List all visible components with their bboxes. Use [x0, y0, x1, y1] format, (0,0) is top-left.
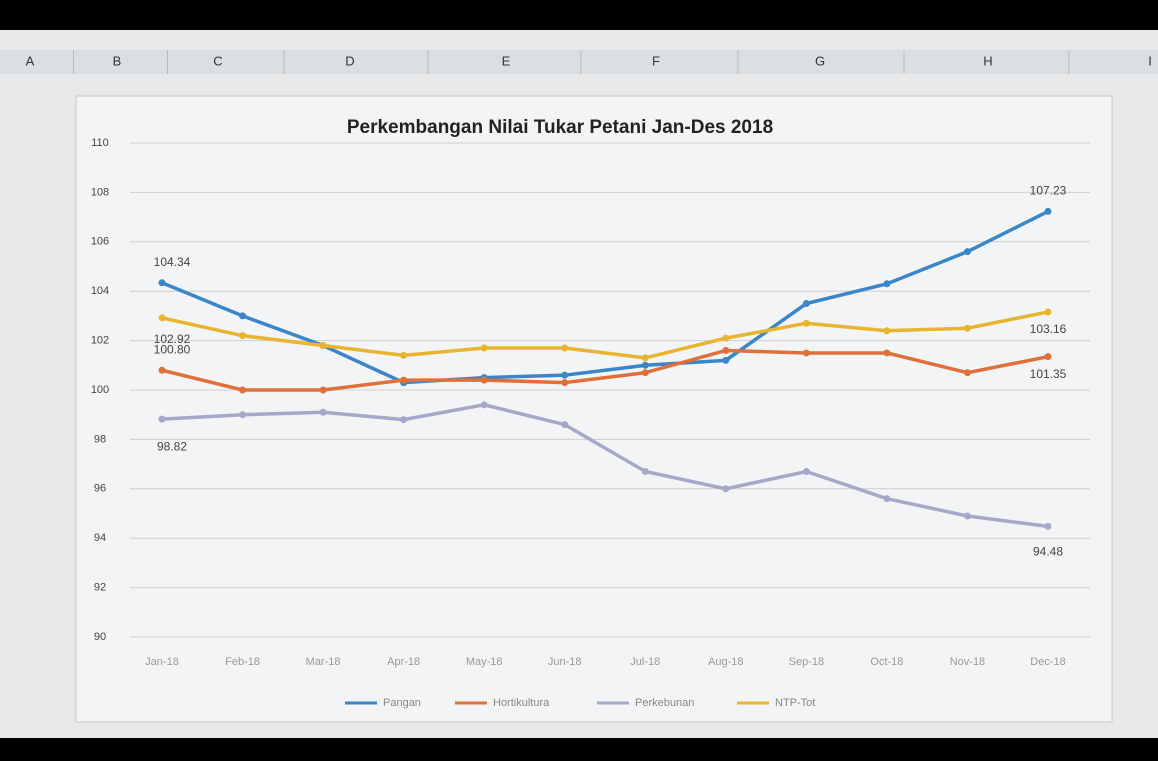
y-tick-label: 104	[91, 285, 109, 297]
x-tick-label: Oct-18	[870, 656, 903, 668]
point	[239, 387, 246, 394]
x-tick-label: Aug-18	[708, 656, 743, 668]
point	[964, 248, 971, 255]
point	[239, 312, 246, 319]
point	[722, 347, 729, 354]
point	[803, 300, 810, 307]
x-tick-label: Apr-18	[387, 656, 420, 668]
y-tick-label: 106	[91, 236, 109, 248]
data-label: 104.34	[154, 255, 191, 269]
x-tick-label: Feb-18	[225, 656, 260, 668]
point	[1045, 523, 1052, 530]
point	[159, 367, 166, 374]
data-label: 107.23	[1030, 184, 1067, 198]
point	[964, 512, 971, 519]
data-label: 98.82	[157, 439, 187, 453]
x-tick-label: Jul-18	[630, 656, 660, 668]
point	[722, 357, 729, 364]
point	[159, 416, 166, 423]
point	[481, 401, 488, 408]
point	[964, 369, 971, 376]
data-label: 101.35	[1030, 367, 1067, 381]
data-label: 103.16	[1030, 322, 1067, 336]
point	[803, 349, 810, 356]
legend-label[interactable]: Hortikultura	[493, 697, 550, 709]
point	[561, 372, 568, 379]
legend-label[interactable]: NTP-Tot	[775, 697, 815, 709]
column-header[interactable]: F	[652, 53, 660, 68]
point	[400, 416, 407, 423]
point	[722, 335, 729, 342]
point	[883, 495, 890, 502]
x-tick-label: Mar-18	[306, 656, 341, 668]
point	[642, 468, 649, 475]
point	[1045, 208, 1052, 215]
chart-area	[76, 96, 1112, 722]
point	[400, 377, 407, 384]
x-tick-label: Nov-18	[950, 656, 985, 668]
data-label: 102.92	[154, 332, 191, 346]
y-tick-label: 96	[94, 483, 106, 495]
column-header[interactable]: C	[213, 53, 222, 68]
point	[481, 345, 488, 352]
point	[320, 387, 327, 394]
screen: Perkembangan Nilai Tukar Petani Jan-Des …	[0, 0, 1158, 756]
point	[481, 377, 488, 384]
point	[400, 352, 407, 359]
column-header[interactable]: D	[345, 53, 354, 68]
column-header[interactable]: G	[815, 53, 825, 68]
point	[239, 411, 246, 418]
column-header[interactable]: A	[26, 53, 35, 68]
point	[320, 342, 327, 349]
point	[803, 468, 810, 475]
y-tick-label: 98	[94, 433, 106, 445]
point	[159, 314, 166, 321]
point	[803, 320, 810, 327]
chart-title: Perkembangan Nilai Tukar Petani Jan-Des …	[347, 117, 773, 138]
point	[239, 332, 246, 339]
data-label: 94.48	[1033, 545, 1063, 559]
y-tick-label: 92	[94, 582, 106, 594]
point	[883, 327, 890, 334]
point	[722, 485, 729, 492]
point	[1045, 308, 1052, 315]
point	[883, 349, 890, 356]
column-header[interactable]: E	[502, 53, 511, 68]
column-header[interactable]: H	[983, 53, 992, 68]
point	[320, 409, 327, 416]
point	[642, 369, 649, 376]
page: Perkembangan Nilai Tukar Petani Jan-Des …	[0, 0, 1158, 756]
point	[561, 345, 568, 352]
x-tick-label: Jun-18	[548, 656, 582, 668]
y-tick-label: 94	[94, 532, 106, 544]
point	[642, 362, 649, 369]
point	[561, 421, 568, 428]
point	[1045, 353, 1052, 360]
y-tick-label: 100	[91, 384, 109, 396]
x-tick-label: Sep-18	[789, 656, 824, 668]
y-tick-label: 110	[91, 137, 109, 149]
y-tick-label: 90	[94, 631, 106, 643]
point	[159, 279, 166, 286]
y-tick-label: 102	[91, 335, 109, 347]
y-tick-label: 108	[91, 186, 109, 198]
x-tick-label: Jan-18	[145, 656, 179, 668]
x-tick-label: Dec-18	[1030, 656, 1065, 668]
x-tick-label: May-18	[466, 656, 503, 668]
column-header[interactable]: I	[1148, 53, 1152, 68]
point	[883, 280, 890, 287]
column-header[interactable]: B	[113, 53, 122, 68]
point	[642, 354, 649, 361]
legend-label[interactable]: Perkebunan	[635, 697, 694, 709]
point	[964, 325, 971, 332]
legend-label[interactable]: Pangan	[383, 697, 421, 709]
point	[561, 379, 568, 386]
